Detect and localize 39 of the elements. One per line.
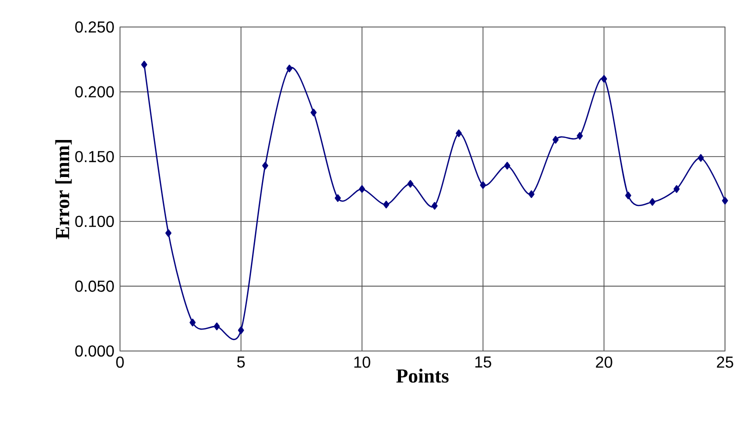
- point: [674, 185, 680, 193]
- point: [432, 202, 438, 210]
- y-tick-label: 0.100: [75, 216, 114, 228]
- x-axis-title: Points: [396, 368, 449, 383]
- x-tick-label: 5: [237, 356, 245, 368]
- point: [698, 154, 704, 162]
- point: [214, 322, 220, 330]
- point: [407, 180, 414, 188]
- point: [262, 162, 268, 170]
- y-tick-label: 0.250: [75, 21, 114, 33]
- point: [649, 198, 656, 206]
- point: [576, 132, 583, 140]
- point: [600, 75, 608, 83]
- point: [552, 136, 559, 144]
- x-tick-label: 25: [716, 356, 734, 368]
- point: [141, 60, 148, 68]
- point: [383, 200, 390, 208]
- point: [504, 162, 510, 170]
- x-tick-label: 10: [354, 356, 370, 368]
- y-tick-label: 0.150: [75, 150, 114, 162]
- x-tick-label: 20: [596, 356, 612, 368]
- point: [625, 192, 632, 200]
- y-axis-title: Error [mm]: [55, 140, 72, 240]
- point: [456, 129, 462, 138]
- point: [238, 326, 244, 334]
- point: [286, 64, 292, 72]
- point: [722, 196, 728, 204]
- y-tick-label: 0.050: [75, 280, 114, 292]
- point: [165, 229, 172, 237]
- point: [310, 108, 317, 116]
- point: [480, 181, 486, 189]
- point: [358, 185, 366, 193]
- x-tick-label: 15: [475, 356, 492, 368]
- x-tick-label: 0: [116, 356, 124, 368]
- point: [528, 190, 534, 198]
- point: [334, 194, 341, 202]
- y-tick-label: 0.200: [75, 86, 114, 98]
- point: [190, 318, 196, 326]
- y-tick-label: 0.000: [75, 345, 114, 357]
